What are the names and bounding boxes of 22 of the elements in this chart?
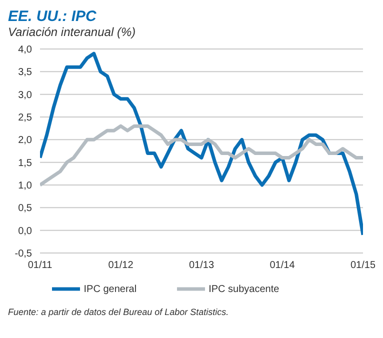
y-tick-label: 4,0 xyxy=(18,44,32,56)
x-tick-label: 01/15 xyxy=(350,260,376,272)
line-series xyxy=(40,124,363,187)
x-tick-label: 01/11 xyxy=(28,260,53,272)
chart-title: EE. UU.: IPC xyxy=(8,8,98,25)
x-tick-label: 01/14 xyxy=(270,260,296,272)
y-tick-label: 2,0 xyxy=(18,135,32,146)
x-tick-label: 01/13 xyxy=(188,260,214,272)
line-series xyxy=(40,52,363,237)
chart-subtitle: Variación interanual (%) xyxy=(8,25,137,39)
y-tick-label: 3,5 xyxy=(18,67,32,78)
y-tick-label: 0,5 xyxy=(18,203,32,214)
y-tick-label: 3,0 xyxy=(18,90,32,101)
y-tick-label: 1,0 xyxy=(18,180,32,192)
y-tick-label: 1,5 xyxy=(18,158,32,169)
legend-label: IPC general xyxy=(84,284,137,295)
x-tick-label: 01/12 xyxy=(108,260,134,272)
legend-label: IPC subyacente xyxy=(208,284,280,295)
source-note: Fuente: a partir de datos del Bureau of Labor Statistics. xyxy=(8,307,230,317)
y-tick-label: -0,5 xyxy=(14,248,32,260)
y-tick-label: 2,5 xyxy=(18,112,32,124)
y-tick-label: 0,0 xyxy=(18,226,32,237)
